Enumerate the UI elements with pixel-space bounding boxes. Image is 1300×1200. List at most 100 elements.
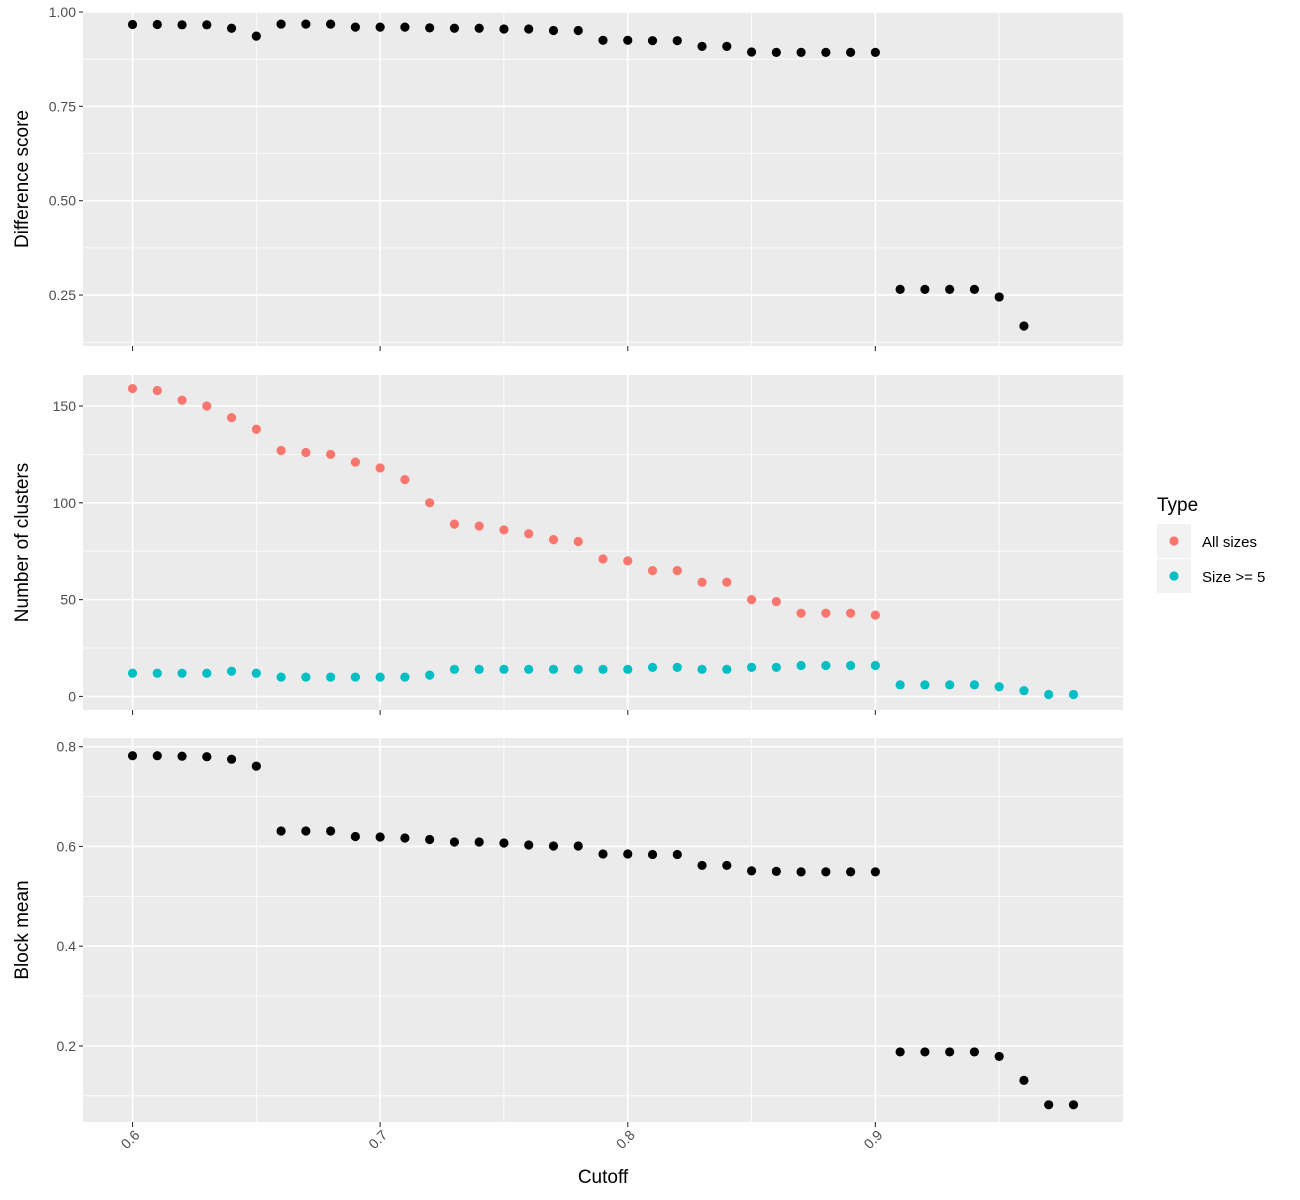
block-mean-point-series — [672, 849, 682, 860]
difference-score-point-series — [301, 19, 311, 29]
block-mean-point-series — [623, 849, 633, 859]
difference-score-point-series — [746, 47, 757, 57]
difference-score-point-series — [499, 24, 509, 34]
difference-score-point-series — [969, 284, 980, 294]
number-of-clusters-point-all-sizes — [152, 385, 162, 396]
number-of-clusters-point-all-sizes — [524, 529, 534, 539]
number-of-clusters-point-size-5 — [796, 660, 806, 671]
number-of-clusters-point-size-5 — [920, 680, 930, 690]
number-of-clusters-point-size-5 — [994, 682, 1004, 692]
number-of-clusters-point-all-sizes — [202, 401, 212, 411]
number-of-clusters-point-all-sizes — [251, 424, 261, 434]
number-of-clusters-point-all-sizes — [350, 457, 360, 467]
number-of-clusters-point-size-5 — [1019, 686, 1029, 696]
number-of-clusters-point-size-5 — [375, 672, 385, 682]
difference-score-point-series — [524, 24, 534, 34]
difference-score-point-series — [846, 47, 856, 57]
block-mean-point-series — [276, 826, 286, 836]
block-mean-y-tick-label: 0.8 — [57, 739, 77, 755]
block-mean-point-series — [226, 754, 237, 764]
number-of-clusters-point-size-5 — [697, 664, 707, 674]
block-mean-point-series — [548, 841, 559, 851]
difference-score-point-series — [226, 23, 237, 33]
difference-score-panel-background — [83, 12, 1123, 346]
legend-label: Size >= 5 — [1202, 569, 1265, 586]
block-mean-point-series — [524, 840, 534, 850]
difference-score-point-series — [425, 23, 435, 33]
difference-score-point-series — [474, 23, 484, 33]
block-mean-panel-background — [83, 738, 1123, 1122]
difference-score-point-series — [796, 47, 806, 57]
number-of-clusters-point-all-sizes — [623, 556, 633, 566]
difference-score-point-series — [449, 23, 460, 33]
block-mean-point-series — [301, 826, 311, 836]
block-mean-y-tick-label: 0.4 — [57, 938, 77, 954]
difference-score-point-series — [945, 284, 955, 294]
number-of-clusters-point-size-5 — [226, 666, 237, 676]
difference-score-point-series — [647, 36, 658, 46]
number-of-clusters-point-size-5 — [202, 668, 212, 678]
block-mean-point-series — [647, 849, 658, 860]
block-mean-x-tick-label: 0.9 — [860, 1127, 885, 1152]
difference-score-point-series — [870, 47, 880, 57]
number-of-clusters-point-all-sizes — [722, 577, 732, 587]
number-of-clusters-point-all-sizes — [548, 534, 559, 545]
difference-score-y-tick-label: 0.75 — [49, 98, 76, 114]
number-of-clusters-point-size-5 — [400, 672, 410, 682]
difference-score-point-series — [598, 35, 608, 45]
difference-score-point-series — [127, 19, 138, 30]
number-of-clusters-point-size-5 — [746, 662, 757, 672]
number-of-clusters-point-size-5 — [127, 668, 138, 678]
legend: Type All sizes Size >= 5 — [1157, 495, 1265, 593]
block-mean-point-series — [598, 849, 608, 859]
block-mean-point-series — [1019, 1075, 1029, 1085]
block-mean-point-series — [771, 866, 781, 877]
number-of-clusters-point-size-5 — [425, 670, 435, 680]
block-mean-point-series — [350, 831, 360, 842]
block-mean-point-series — [969, 1047, 980, 1057]
block-mean-point-series — [326, 826, 336, 836]
block-mean-point-series — [895, 1047, 905, 1057]
difference-score-point-series — [202, 20, 212, 30]
number-of-clusters-point-size-5 — [499, 664, 509, 674]
number-of-clusters-point-all-sizes — [846, 608, 856, 618]
block-mean-x-tick-label: 0.7 — [365, 1127, 390, 1152]
number-of-clusters-y-axis-title: Number of clusters — [12, 463, 33, 622]
number-of-clusters-point-size-5 — [1044, 689, 1054, 700]
number-of-clusters-point-all-sizes — [573, 536, 583, 547]
number-of-clusters-point-all-sizes — [276, 445, 286, 456]
block-mean-point-series — [1068, 1100, 1079, 1110]
number-of-clusters-y-tick-label: 0 — [68, 688, 76, 704]
block-mean-point-series — [796, 867, 806, 877]
block-mean-point-series — [251, 761, 261, 771]
block-mean-point-series — [499, 838, 509, 848]
difference-score-point-series — [895, 284, 905, 294]
block-mean-point-series — [746, 866, 757, 876]
number-of-clusters-point-size-5 — [251, 668, 261, 678]
number-of-clusters-point-size-5 — [524, 664, 534, 674]
block-mean-point-series — [1044, 1100, 1054, 1110]
difference-score-y-tick-label: 0.50 — [49, 193, 76, 209]
number-of-clusters-point-size-5 — [573, 664, 583, 674]
difference-score-point-series — [326, 19, 336, 29]
block-mean-point-series — [846, 867, 856, 877]
difference-score-point-series — [276, 19, 286, 29]
difference-score-y-tick-label: 0.25 — [49, 287, 76, 303]
difference-score-point-series — [771, 47, 781, 57]
difference-score-point-series — [350, 22, 360, 32]
number-of-clusters-point-all-sizes — [177, 395, 187, 405]
number-of-clusters-point-all-sizes — [647, 565, 658, 576]
number-of-clusters-point-all-sizes — [598, 554, 608, 564]
block-mean-y-tick-label: 0.6 — [57, 838, 77, 854]
difference-score-point-series — [697, 41, 707, 51]
number-of-clusters-panel: 0 50 100 150 Number of clusters Type All sizes… — [12, 375, 1265, 715]
block-mean-point-series — [870, 867, 880, 877]
number-of-clusters-point-all-sizes — [127, 383, 138, 394]
difference-score-point-series — [994, 292, 1004, 302]
number-of-clusters-point-size-5 — [326, 672, 336, 682]
difference-score-point-series — [251, 31, 261, 41]
legend-key-size-5 — [1169, 571, 1179, 581]
block-mean-point-series — [152, 751, 162, 761]
block-mean-point-series — [474, 837, 484, 847]
